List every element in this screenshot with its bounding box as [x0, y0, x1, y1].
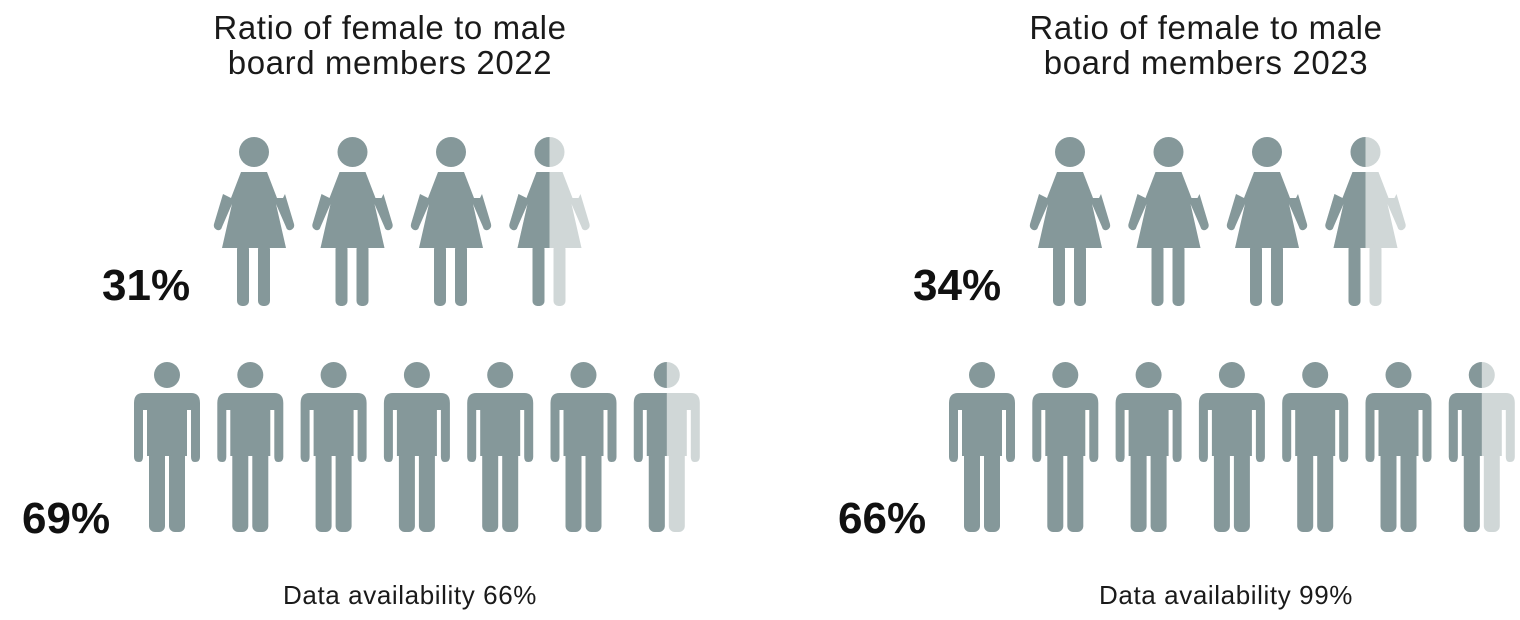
chart-panel-2022: Ratio of female to male board members 20… [22, 10, 700, 610]
female-icon [312, 137, 393, 306]
male-icon [550, 362, 617, 532]
female-icon [509, 137, 590, 306]
male-icon [1365, 362, 1432, 532]
male-icon [949, 362, 1015, 532]
chart-panel-2023: Ratio of female to male board members 20… [760, 0, 1520, 620]
male-percentage-label: 66% [838, 494, 927, 543]
male-percentage-label: 69% [22, 494, 111, 543]
female-icon [213, 137, 295, 306]
data-availability-note: Data availability 99% [1099, 580, 1353, 610]
chart-title-line-2: board members 2023 [1043, 44, 1369, 81]
pictogram-icons [949, 137, 1515, 532]
data-availability-note: Data availability 66% [283, 580, 537, 610]
female-percentage-label: 31% [102, 261, 191, 310]
male-icon [1198, 362, 1265, 532]
male-icon [217, 362, 284, 532]
male-icon [383, 362, 450, 532]
female-percentage-label: 34% [913, 261, 1002, 310]
chart-title-line-2: board members 2022 [227, 44, 553, 81]
female-icon [1325, 137, 1406, 306]
male-icon [134, 362, 200, 532]
male-icon [1282, 362, 1349, 532]
chart-title-line-1: Ratio of female to male [1029, 9, 1383, 46]
chart-title: Ratio of female to male board members 20… [0, 10, 780, 80]
male-icon [633, 362, 700, 532]
male-icon [1448, 362, 1515, 532]
female-icon [410, 137, 492, 306]
female-icon [1128, 137, 1209, 306]
female-icon [1029, 137, 1111, 306]
male-icon [467, 362, 534, 532]
chart-title: Ratio of female to male board members 20… [816, 10, 1520, 80]
male-icon [300, 362, 367, 532]
pictogram-icons [134, 137, 700, 532]
male-icon [1115, 362, 1182, 532]
male-icon [1032, 362, 1099, 532]
female-icon [1226, 137, 1308, 306]
chart-title-line-1: Ratio of female to male [213, 9, 567, 46]
